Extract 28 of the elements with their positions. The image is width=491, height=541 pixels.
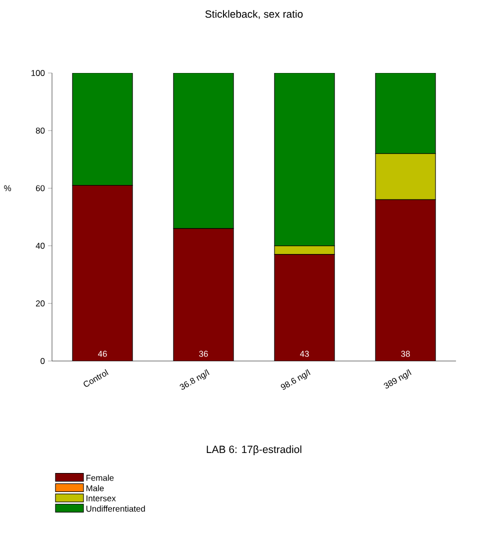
x-tick-label: 36.8 ng/l — [180, 369, 210, 390]
bar — [72, 72, 133, 186]
y-tick-label: 60 — [36, 185, 45, 192]
annotation: 38 — [401, 350, 410, 357]
legend-label: Intersex — [86, 495, 116, 502]
y-tick-label: 80 — [36, 128, 45, 134]
legend-label: Undifferentiated — [86, 505, 145, 512]
text: LAB 6: 17β-estradiol — [206, 445, 302, 456]
y-axis-title: % — [4, 185, 12, 192]
bar — [173, 72, 234, 229]
bar — [274, 254, 334, 361]
y-tick-label: 40 — [36, 242, 45, 249]
bar — [274, 72, 335, 246]
bar — [375, 199, 436, 361]
legend-label: Female — [86, 474, 114, 481]
legend-label: Male — [86, 485, 104, 492]
annotation: 36 — [199, 350, 208, 357]
x-tick-label: 98.6 ng/l — [280, 369, 310, 390]
chart-title: Stickleback, sex ratio — [205, 10, 303, 20]
y-tick-label: 100 — [31, 70, 45, 76]
bar — [72, 185, 132, 361]
annotation: 46 — [98, 350, 107, 357]
x-tick-label: 389 ng/l — [384, 369, 412, 389]
y-tick-label: 20 — [36, 300, 45, 306]
bar — [375, 72, 436, 154]
annotation: 43 — [300, 350, 309, 357]
y-tick-label: 0 — [40, 358, 45, 364]
bar — [174, 228, 234, 361]
